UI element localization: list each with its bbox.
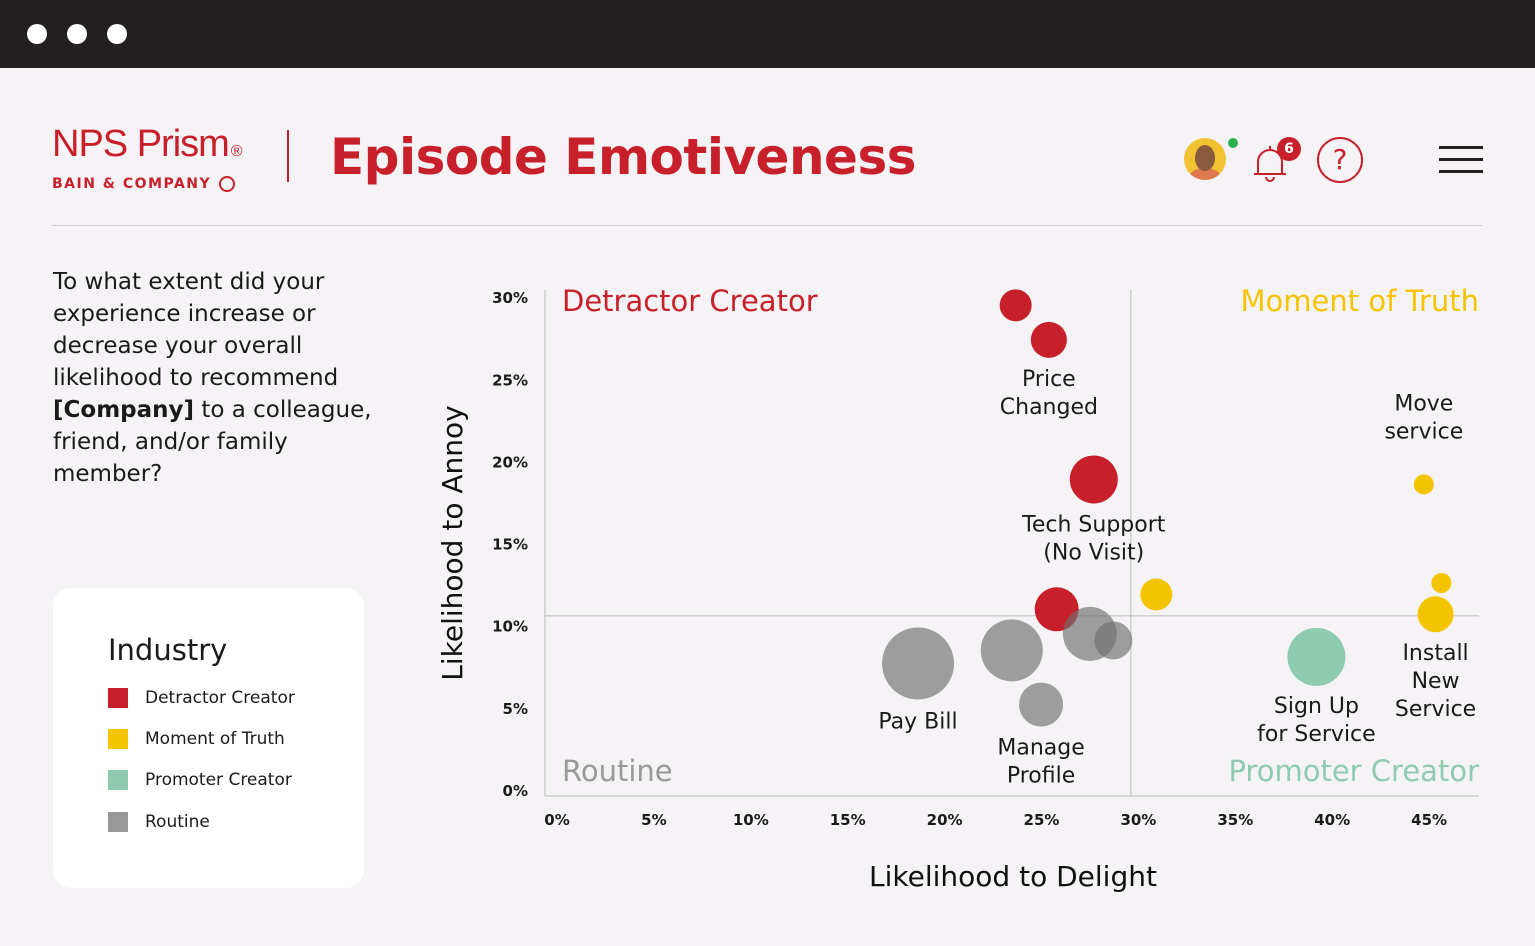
legend-swatch (108, 770, 128, 790)
bubble-label: Price Changed (1000, 367, 1098, 420)
registered-mark: ® (230, 143, 243, 160)
bubble-routine (882, 627, 955, 700)
y-tick-label: 25% (492, 371, 528, 389)
x-tick-label: 40% (1314, 811, 1350, 829)
bubble-label: Tech Support (No Visit) (1021, 512, 1166, 565)
x-tick-label: 25% (1024, 811, 1060, 829)
bubble-label: Install New Service (1395, 641, 1476, 722)
bubble-label: Manage Profile (997, 736, 1084, 789)
x-tick-label: 20% (927, 811, 963, 829)
x-tick-label: 5% (641, 811, 666, 829)
survey-question: To what extent did your experience incre… (53, 269, 372, 487)
notification-count-badge: 6 (1277, 137, 1301, 161)
bubble-moment-of-truth (1140, 578, 1173, 611)
legend-item-routine: Routine (108, 812, 210, 832)
y-tick-label: 5% (503, 700, 528, 718)
legend-swatch (108, 729, 128, 749)
quadrant-label-moment-of-truth: Moment of Truth (1241, 284, 1480, 318)
x-tick-label: 10% (733, 811, 769, 829)
help-icon[interactable]: ? (1317, 137, 1363, 183)
window-minimize-button[interactable] (67, 24, 87, 44)
legend-item-moment-of-truth: Moment of Truth (108, 729, 285, 749)
y-tick-label: 15% (492, 536, 528, 554)
bubble-moment-of-truth (1417, 596, 1454, 633)
bubble-detractor-creator (1030, 321, 1067, 358)
legend-card: Industry Detractor Creator Moment of Tru… (53, 588, 364, 888)
legend-title: Industry (108, 633, 228, 667)
online-status-dot (1228, 138, 1238, 148)
window-close-button[interactable] (27, 24, 47, 44)
legend-swatch (108, 688, 128, 708)
bubble-promoter-creator (1287, 627, 1346, 686)
y-tick-label: 20% (492, 453, 528, 471)
quadrant-label-promoter-creator: Promoter Creator (1228, 754, 1479, 788)
avatar[interactable] (1184, 138, 1226, 180)
y-tick-label: 0% (503, 782, 528, 800)
x-tick-label: 30% (1120, 811, 1156, 829)
header-divider (287, 130, 289, 182)
legend-item-detractor-creator: Detractor Creator (108, 688, 295, 708)
legend-swatch (108, 812, 128, 832)
quadrant-label-detractor-creator: Detractor Creator (562, 284, 818, 318)
bubble-routine (1094, 621, 1133, 660)
window-titlebar (0, 0, 1535, 68)
x-tick-label: 0% (544, 811, 569, 829)
y-tick-label: 30% (492, 289, 528, 307)
y-axis-title: Likelihood to Annoy (436, 405, 469, 680)
bubble-routine (1019, 682, 1064, 727)
logo-sub: BAIN & COMPANY (52, 176, 212, 192)
legend-item-promoter-creator: Promoter Creator (108, 770, 292, 790)
x-axis-title: Likelihood to Delight (869, 860, 1157, 893)
nps-prism-logo[interactable]: NPS Prism ® BAIN & COMPANY (52, 123, 243, 192)
x-tick-label: 15% (830, 811, 866, 829)
bubble-detractor-creator (1069, 455, 1118, 504)
logo-brand: NPS Prism (52, 123, 230, 165)
hamburger-menu-icon[interactable] (1439, 146, 1483, 174)
bubble-moment-of-truth (1431, 572, 1452, 593)
bubble-detractor-creator (999, 289, 1032, 322)
header-divider-line (52, 225, 1482, 226)
bubble-label: Move service (1384, 391, 1463, 444)
y-tick-label: 10% (492, 618, 528, 636)
bubble-label: Pay Bill (878, 709, 957, 734)
window-maximize-button[interactable] (107, 24, 127, 44)
bell-icon[interactable] (1252, 142, 1288, 184)
bubble-moment-of-truth (1413, 474, 1434, 495)
page-title: Episode Emotiveness (330, 128, 916, 186)
x-tick-label: 35% (1217, 811, 1253, 829)
bain-logo-icon (219, 176, 236, 192)
bubble-label: Sign Up for Service (1257, 694, 1376, 747)
x-tick-label: 45% (1411, 811, 1447, 829)
quadrant-label-routine: Routine (562, 754, 673, 788)
bubble-routine (980, 619, 1043, 682)
